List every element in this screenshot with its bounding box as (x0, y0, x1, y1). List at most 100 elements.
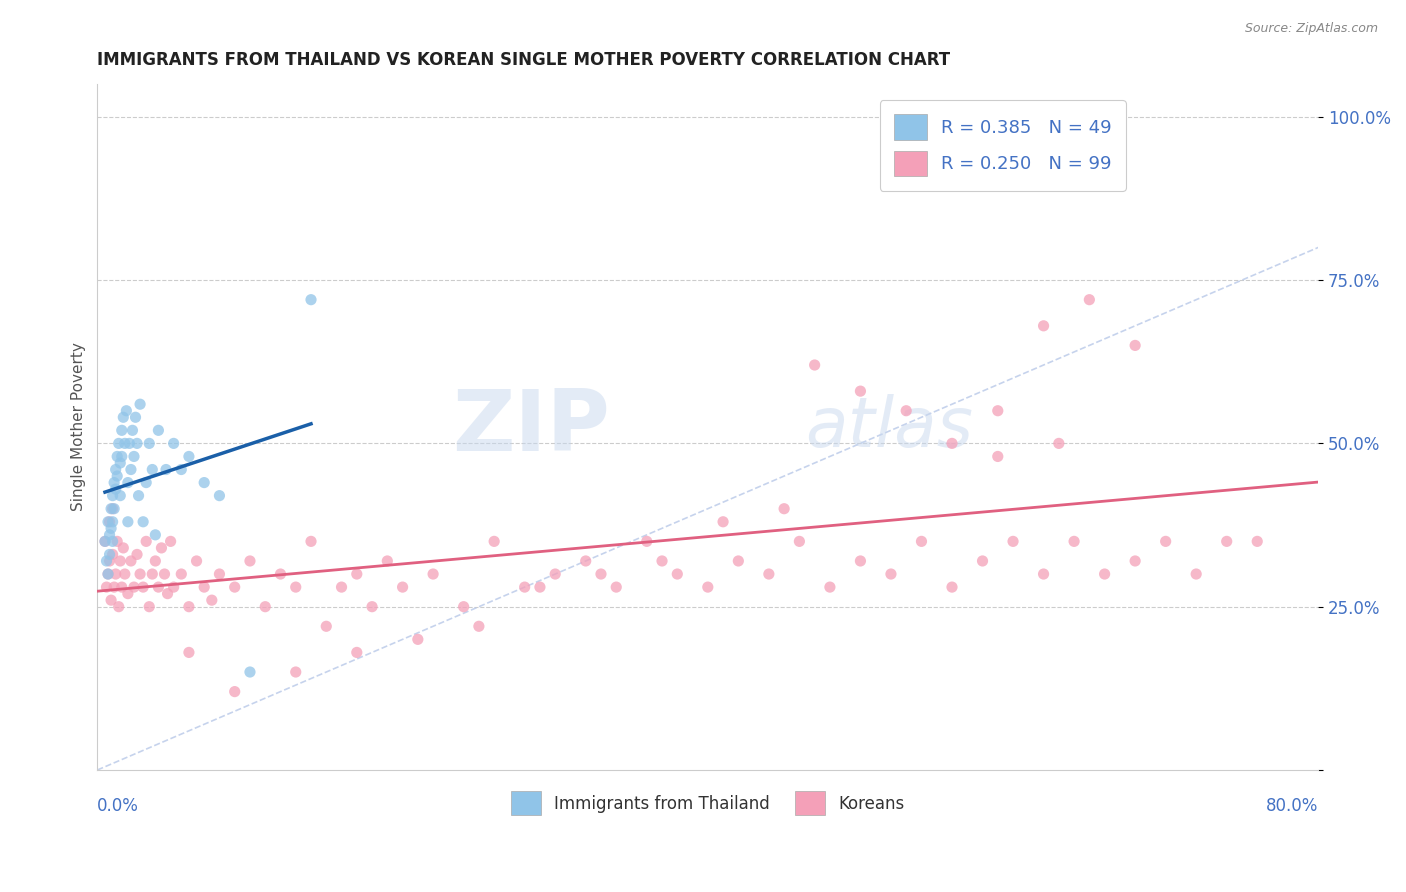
Point (170, 462, 193, 476)
Point (143, 554, 166, 568)
Point (103, 475, 125, 490)
Point (453, 599, 475, 614)
Point (941, 580, 963, 594)
Point (1047, 436, 1070, 450)
Point (803, 358, 825, 372)
Point (107, 599, 129, 614)
Point (696, 580, 718, 594)
Point (105, 450, 128, 464)
Point (150, 541, 173, 555)
Point (103, 501, 125, 516)
Point (208, 489, 231, 503)
Point (138, 599, 160, 614)
Point (138, 436, 160, 450)
Point (121, 423, 143, 437)
Point (972, 554, 994, 568)
Text: 0.0%: 0.0% (97, 797, 139, 815)
Point (636, 534, 658, 549)
Point (114, 567, 136, 582)
Point (346, 645, 368, 659)
Point (117, 475, 139, 490)
Point (115, 403, 138, 417)
Point (375, 554, 398, 568)
Point (186, 554, 208, 568)
Point (132, 580, 155, 594)
Point (299, 534, 322, 549)
Point (773, 501, 796, 516)
Point (163, 580, 186, 594)
Point (122, 580, 145, 594)
Point (1123, 338, 1146, 352)
Point (101, 501, 124, 516)
Point (330, 580, 353, 594)
Point (94, 534, 117, 549)
Point (575, 554, 598, 568)
Text: ZIP: ZIP (453, 385, 610, 468)
Point (156, 587, 179, 601)
Point (98, 548, 121, 562)
Point (111, 580, 134, 594)
Point (880, 567, 903, 582)
Point (118, 436, 141, 450)
Point (284, 665, 307, 679)
Text: Source: ZipAtlas.com: Source: ZipAtlas.com (1244, 22, 1378, 36)
Point (110, 456, 132, 470)
Point (1032, 318, 1054, 333)
Point (155, 462, 177, 476)
Point (406, 632, 429, 647)
Point (193, 580, 215, 594)
Point (98, 515, 121, 529)
Point (122, 450, 145, 464)
Point (101, 515, 124, 529)
Point (284, 580, 307, 594)
Point (239, 665, 262, 679)
Point (114, 436, 136, 450)
Point (103, 580, 125, 594)
Point (711, 515, 734, 529)
Point (105, 534, 128, 549)
Point (101, 489, 124, 503)
Point (97, 567, 120, 582)
Point (163, 436, 186, 450)
Point (391, 580, 413, 594)
Point (544, 567, 567, 582)
Point (818, 580, 841, 594)
Point (135, 534, 157, 549)
Point (727, 554, 749, 568)
Point (100, 501, 122, 516)
Point (468, 619, 491, 633)
Point (605, 580, 627, 594)
Point (129, 397, 152, 411)
Point (125, 436, 148, 450)
Point (910, 534, 932, 549)
Point (153, 567, 176, 582)
Point (513, 580, 536, 594)
Point (849, 384, 872, 398)
Point (254, 599, 277, 614)
Point (159, 534, 181, 549)
Point (849, 554, 872, 568)
Point (132, 515, 155, 529)
Point (104, 567, 127, 582)
Point (98, 528, 121, 542)
Point (101, 548, 124, 562)
Point (170, 567, 193, 582)
Point (789, 534, 811, 549)
Point (120, 554, 142, 568)
Point (666, 567, 689, 582)
Text: atlas: atlas (806, 393, 973, 460)
Point (148, 580, 170, 594)
Point (112, 541, 135, 555)
Point (111, 450, 134, 464)
Point (987, 403, 1010, 417)
Point (193, 475, 215, 490)
Point (208, 567, 231, 582)
Point (941, 436, 963, 450)
Point (651, 554, 673, 568)
Point (96, 554, 118, 568)
Point (148, 423, 170, 437)
Point (177, 645, 200, 659)
Point (124, 410, 146, 425)
Point (1032, 567, 1054, 582)
Point (1246, 534, 1268, 549)
